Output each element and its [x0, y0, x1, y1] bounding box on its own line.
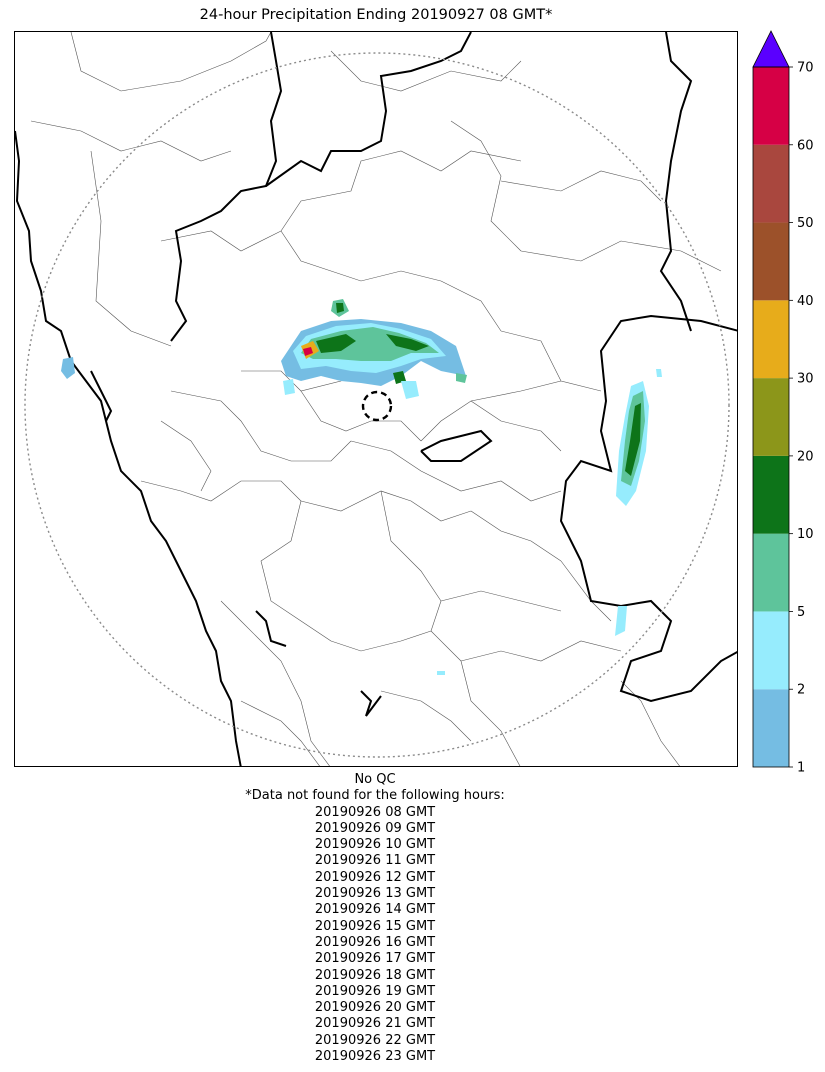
missing-hour-item: 20190926 09 GMT [314, 820, 436, 836]
colorbar-segment [753, 533, 789, 612]
state-boundaries [15, 32, 737, 766]
colorbar-tick-label: 2 [797, 683, 805, 698]
colorbar-segment [753, 455, 789, 534]
colorbar-segment [753, 300, 789, 379]
colorbar-segment [753, 611, 789, 690]
map-title: 24-hour Precipitation Ending 20190927 08… [199, 7, 553, 23]
qc-note: No QC [354, 772, 396, 787]
precipitation-map[interactable] [14, 31, 738, 767]
colorbar-segment [753, 689, 789, 767]
radar-range-ring [24, 52, 730, 758]
colorbar-tick-label: 70 [797, 61, 814, 76]
missing-hour-item: 20190926 20 GMT [314, 1000, 436, 1016]
missing-hour-item: 20190926 18 GMT [314, 967, 436, 983]
missing-hour-item: 20190926 23 GMT [314, 1049, 436, 1065]
colorbar-tick-label: 60 [797, 138, 814, 153]
colorbar-segment [753, 67, 789, 145]
missing-hour-item: 20190926 22 GMT [314, 1032, 436, 1048]
colorbar-tick-label: 20 [797, 449, 814, 464]
colorbar-segment [753, 144, 789, 223]
footer-notes: No QC *Data not found for the following … [0, 772, 750, 1065]
missing-hour-item: 20190926 15 GMT [314, 918, 436, 934]
colorbar-outline [752, 66, 790, 768]
colorbar-segment [753, 222, 789, 301]
colorbar-extend-triangle [752, 30, 790, 68]
missing-hour-item: 20190926 19 GMT [314, 983, 436, 999]
colorbar-tick-label: 50 [797, 216, 814, 231]
radar-site-marker [361, 390, 393, 422]
missing-hour-item: 20190926 12 GMT [314, 869, 436, 885]
missing-hour-item: 20190926 14 GMT [314, 902, 436, 918]
missing-hours-header: *Data not found for the following hours: [245, 788, 505, 804]
missing-hour-item: 20190926 21 GMT [314, 1016, 436, 1032]
precipitation-colorbar: 1 2 5 10 20 30 40 50 60 70 [750, 28, 825, 776]
colorbar-tick-label: 1 [797, 761, 805, 774]
colorbar-segment [753, 378, 789, 456]
colorbar-tick-label: 10 [797, 527, 814, 542]
missing-hour-item: 20190926 08 GMT [314, 804, 436, 820]
colorbar-tick-label: 5 [797, 605, 805, 620]
missing-hour-item: 20190926 17 GMT [314, 951, 436, 967]
district-boundaries [30, 32, 722, 766]
precipitation-echoes [61, 299, 662, 675]
missing-hour-item: 20190926 13 GMT [314, 886, 436, 902]
missing-hour-item: 20190926 11 GMT [314, 853, 436, 869]
colorbar-tick-label: 40 [797, 294, 814, 309]
colorbar-tick-label: 30 [797, 372, 814, 387]
missing-hours-list: 20190926 08 GMT 20190926 09 GMT 20190926 1… [0, 805, 750, 1066]
missing-hour-item: 20190926 16 GMT [314, 934, 436, 950]
missing-hour-item: 20190926 10 GMT [314, 837, 436, 853]
